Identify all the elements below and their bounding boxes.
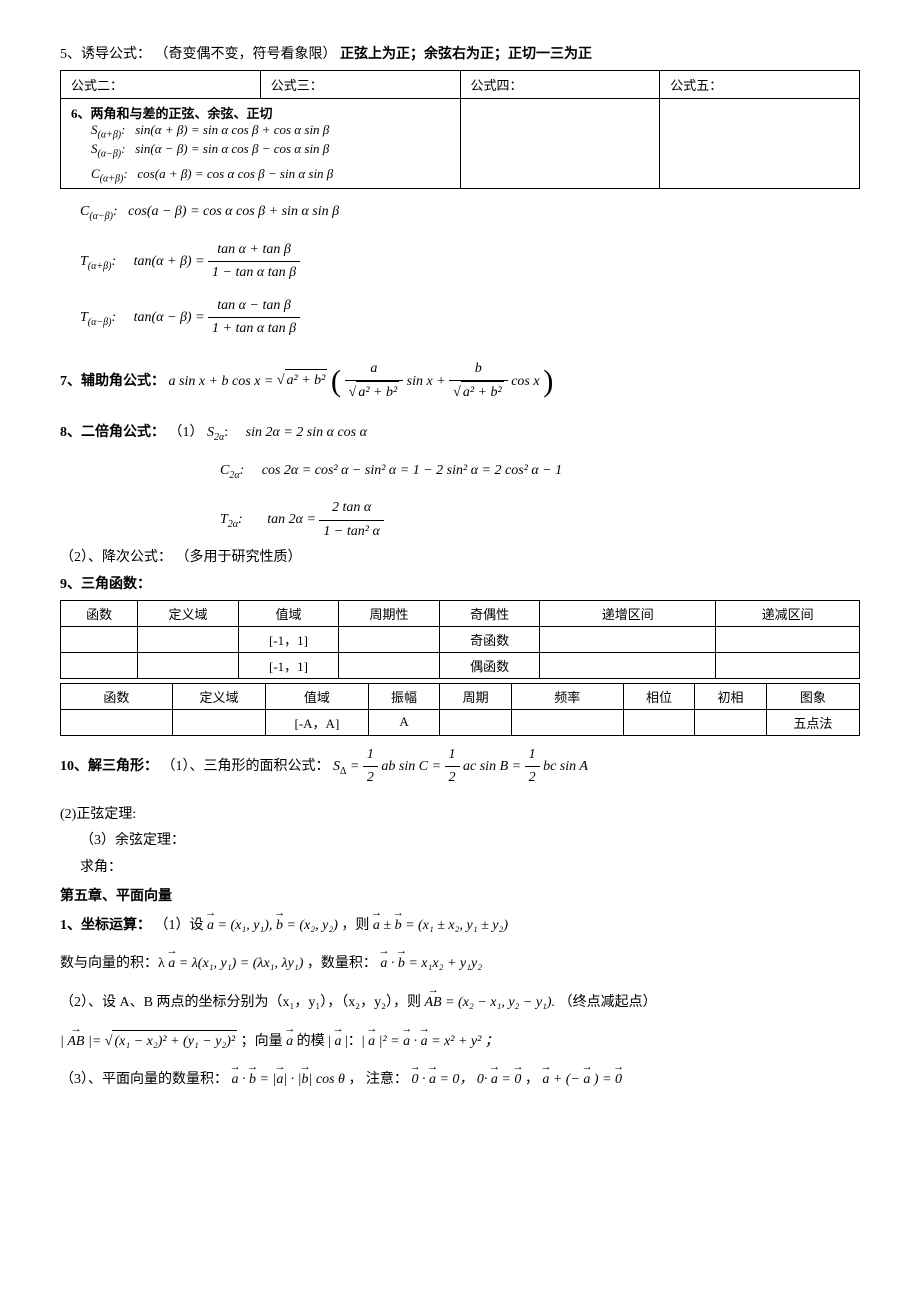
t-plus: T(α+β): tan(α + β) = tan α + tan β 1 − t…: [60, 239, 860, 285]
t9a-h3: 周期性: [339, 600, 440, 626]
item6-label: 6、两角和与差的正弦、余弦、正切: [71, 103, 450, 122]
item10-p4: 求角：: [60, 857, 860, 879]
t-minus: T(α−β): tan(α − β) = tan α − tan β 1 + t…: [60, 295, 860, 341]
item10-p1: （1）、三角形的面积公式：: [162, 759, 330, 774]
item7-mid1: sin x +: [407, 373, 450, 388]
s2a-formula: sin 2α = 2 sin α cos α: [246, 425, 367, 440]
item7: 7、辅助角公式： a sin x + b cos x = √a² + b² ( …: [60, 357, 860, 406]
formula-table-1: 公式二： 公式三： 公式四： 公式五： 6、两角和与差的正弦、余弦、正切 S(α…: [60, 70, 860, 189]
chapter5-title: 第五章、平面向量: [60, 885, 860, 905]
table-row: [-A，A] A 五点法: [61, 709, 860, 735]
vec-scalar: 数与向量的积：λ a = λ(x₁, y₁) = (λx₁, λy₁) ，数量积…: [60, 953, 860, 975]
item8-label: 8、二倍角公式：: [60, 425, 165, 440]
t9a-h2: 值域: [238, 600, 339, 626]
ft1-c4: [660, 99, 860, 189]
ft1-h3: 公式五：: [660, 71, 860, 99]
item8-p1: （1）: [169, 425, 204, 440]
c-minus: C(α−β): cos(a − β) = cos α cos β + sin α…: [60, 201, 860, 225]
ft1-body: 6、两角和与差的正弦、余弦、正切 S(α+β): sin(α + β) = si…: [61, 99, 461, 189]
vec3: （3）、平面向量的数量积： a · b = |a| · |b| cos θ ， …: [60, 1069, 860, 1091]
item5-line: 5、诱导公式： （奇变偶不变，符号看象限） 正弦上为正；余弦右为正；正切一三为正: [60, 44, 860, 66]
vec-mod: | AB |= √(x₁ − x₂)² + (y₁ − y₂)² ；向量 a 的…: [60, 1030, 860, 1053]
table-9a-header: 函数 定义域 值域 周期性 奇偶性 递增区间 递减区间: [61, 600, 860, 626]
item7-label: 7、辅助角公式：: [60, 373, 165, 388]
t9a-h1: 定义域: [138, 600, 239, 626]
item7-tail: cos x: [511, 373, 539, 388]
item5-bold: 正弦上为正；余弦右为正；正切一三为正: [340, 47, 592, 62]
table-row: [-1，1] 奇函数: [61, 626, 860, 652]
s-plus: S(α+β): sin(α + β) = sin α cos β + cos α…: [71, 122, 450, 141]
item10-p3: （3）余弦定理：: [60, 830, 860, 852]
item10-p2: (2)正弦定理:: [60, 804, 860, 826]
t9a-h4: 奇偶性: [439, 600, 540, 626]
ft1-c3: [460, 99, 660, 189]
ft1-h1: 公式三：: [260, 71, 460, 99]
c2a: C2α: cos 2α = cos² α − sin² α = 1 − 2 si…: [60, 460, 860, 484]
item7-sqrt: a² + b²: [285, 369, 328, 392]
table-9b: 函数 定义域 值域 振幅 周期 频率 相位 初相 图象 [-A，A] A 五点法: [60, 683, 860, 736]
item7-f2n: b: [449, 358, 508, 381]
item10-label: 10、解三角形：: [60, 759, 158, 774]
vec1: 1、坐标运算： （1）设 a = (x₁, y₁), b = (x₂, y₂) …: [60, 915, 860, 937]
table-row: [-1，1] 偶函数: [61, 652, 860, 678]
t9a-h5: 递增区间: [540, 600, 716, 626]
item8: 8、二倍角公式： （1） S2α: sin 2α = 2 sin α cos α: [60, 422, 860, 446]
item10: 10、解三角形： （1）、三角形的面积公式： SΔ = 12 ab sin C …: [60, 744, 860, 790]
t9a-h6: 递减区间: [716, 600, 860, 626]
item7-f2d: a² + b²: [461, 381, 504, 404]
table-9b-header: 函数 定义域 值域 振幅 周期 频率 相位 初相 图象: [61, 683, 860, 709]
c-plus: C(α+β): cos(a + β) = cos α cos β − sin α…: [71, 166, 450, 185]
item7-f1n: a: [345, 358, 404, 381]
item5-label: 5、诱导公式：: [60, 47, 151, 62]
vec2: （2）、设 A、B 两点的坐标分别为（x₁，y₁），（x₂，y₂），则 AB =…: [60, 992, 860, 1014]
table-9a: 函数 定义域 值域 周期性 奇偶性 递增区间 递减区间 [-1，1] 奇函数 […: [60, 600, 860, 679]
t9a-h0: 函数: [61, 600, 138, 626]
ft1-h0: 公式二：: [61, 71, 261, 99]
s-minus: S(α−β): sin(α − β) = sin α cos β − cos α…: [71, 141, 450, 160]
item7-f1d: a² + b²: [356, 381, 399, 404]
item9-label: 9、三角函数：: [60, 574, 860, 596]
item5-note: （奇变偶不变，符号看象限）: [155, 47, 337, 62]
ft1-h2: 公式四：: [460, 71, 660, 99]
item8-p2: （2）、降次公式： （多用于研究性质）: [60, 547, 860, 569]
t2a: T2α: tan 2α = 2 tan α 1 − tan² α: [60, 497, 860, 543]
item7-lhs: a sin x + b cos x =: [169, 373, 277, 388]
